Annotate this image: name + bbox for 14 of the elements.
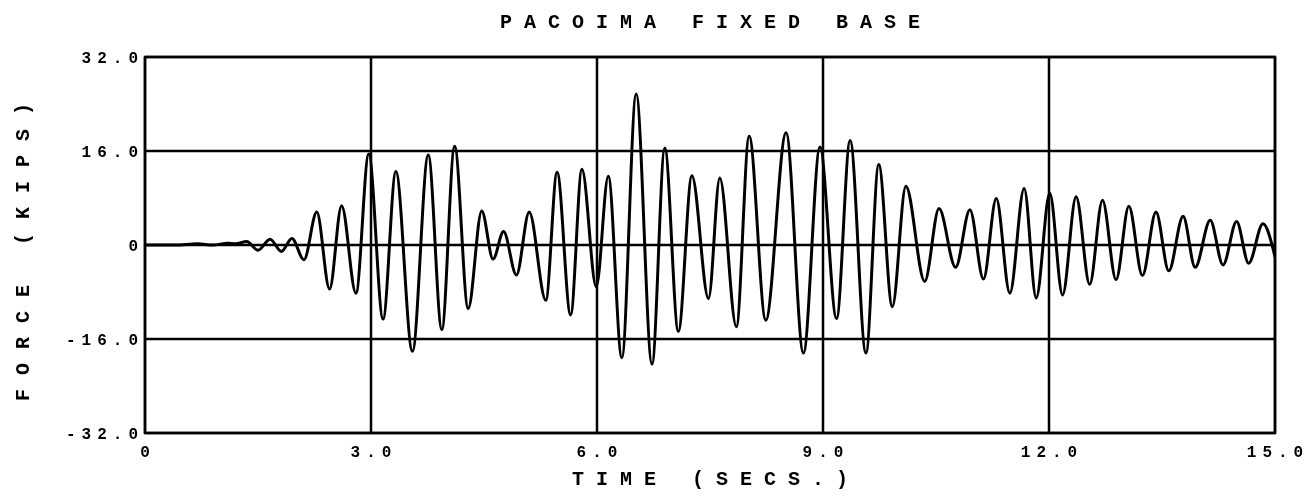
- x-tick-label: 9.0: [802, 444, 850, 462]
- x-tick-label: 3.0: [350, 444, 398, 462]
- y-tick-label: 0: [128, 238, 144, 256]
- y-tick-label: -16.0: [65, 332, 144, 350]
- y-axis-title: FORCE (KIPS): [12, 88, 35, 402]
- x-tick-label: 0: [140, 444, 156, 462]
- y-tick-label: -32.0: [65, 426, 144, 444]
- y-tick-label: 16.0: [81, 144, 144, 162]
- x-tick-label: 15.0: [1246, 444, 1310, 462]
- x-tick-label: 6.0: [576, 444, 624, 462]
- chart-title: PACOIMA FIXED BASE: [499, 11, 933, 34]
- x-tick-label: 12.0: [1020, 444, 1084, 462]
- y-tick-label: 32.0: [81, 50, 144, 68]
- x-axis-title: TIME (SECS.): [571, 468, 861, 491]
